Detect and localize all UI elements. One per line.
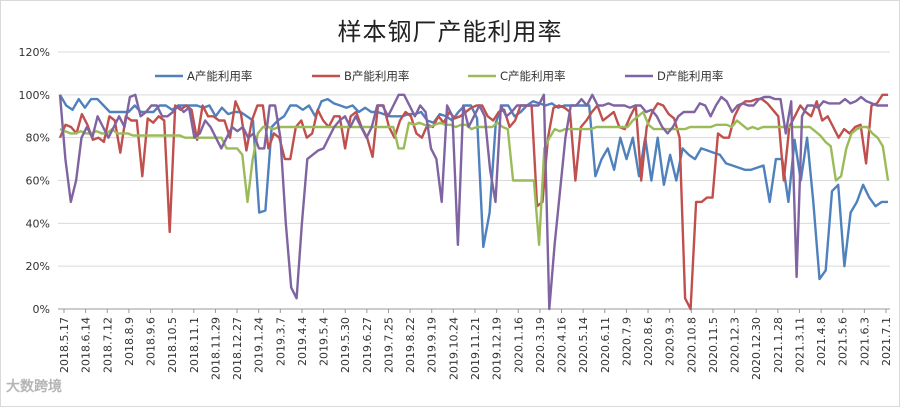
- legend-label: D产能利用率: [657, 69, 723, 83]
- x-tick-label: 2018.6.14: [80, 317, 93, 373]
- series-line: [59, 110, 890, 247]
- x-tick-label: 2020.12.30: [750, 317, 763, 380]
- x-tick-label: 2020.3.19: [534, 317, 547, 373]
- legend-label: A产能利用率: [187, 69, 252, 83]
- x-tick-label: 2020.11.5: [707, 317, 720, 373]
- x-tick-label: 2021.5.6: [837, 317, 850, 366]
- x-tick-label: 2021.3.11: [793, 317, 806, 373]
- x-tick-label: 2019.5.4: [318, 317, 331, 366]
- x-tick-label: 2019.4.4: [296, 317, 309, 366]
- x-tick-label: 2018.11.1: [188, 317, 201, 373]
- x-tick-label: 2019.6.27: [361, 317, 374, 373]
- x-tick-label: 2019.8.22: [404, 317, 417, 373]
- x-tick-label: 2018.10.5: [166, 317, 179, 373]
- x-tick-label: 2018.9.6: [145, 317, 158, 366]
- y-tick-label: 40%: [26, 217, 50, 230]
- series-lines: [58, 93, 890, 311]
- y-tick-label: 60%: [26, 175, 50, 188]
- x-tick-label: 2020.8.6: [642, 317, 655, 366]
- x-tick-label: 2020.1.16: [512, 317, 525, 373]
- x-tick-label: 2019.3.7: [274, 317, 287, 366]
- x-tick-label: 2019.11.21: [469, 317, 482, 380]
- x-tick-label: 2021.1.28: [772, 317, 785, 373]
- x-tick-label: 2019.12.19: [491, 317, 504, 380]
- y-tick-label: 0%: [33, 303, 50, 316]
- x-tick-label: 2020.12.3: [729, 317, 742, 373]
- x-tick-label: 2019.9.19: [426, 317, 439, 373]
- x-tick-label: 2018.5.17: [58, 317, 71, 373]
- x-tick-label: 2018.7.12: [101, 317, 114, 373]
- x-tick-label: 2020.9.3: [664, 317, 677, 366]
- watermark-text: 大数跨境: [6, 379, 62, 395]
- x-axis-ticks: 2018.5.17 2018.6.14 2018.7.12 2018.8.9 2018.…: [58, 309, 893, 380]
- x-tick-label: 2020.7.9: [620, 317, 633, 366]
- series-line: [58, 94, 888, 281]
- chart-title: 样本钢厂产能利用率: [337, 18, 563, 46]
- y-tick-label: 20%: [26, 260, 50, 273]
- x-tick-label: 2018.8.9: [123, 317, 136, 366]
- x-tick-label: 2018.11.29: [209, 317, 222, 380]
- y-tick-label: 80%: [26, 132, 50, 145]
- x-tick-label: 2021.7.1: [880, 317, 893, 366]
- series-line: [58, 93, 888, 311]
- x-tick-label: 2019.7.25: [382, 317, 395, 373]
- x-tick-label: 2019.10.24: [447, 317, 460, 380]
- y-axis-ticks: 0% 20% 40% 60% 80% 100% 120%: [19, 46, 50, 316]
- x-tick-label: 2019.5.30: [339, 317, 352, 373]
- legend: A产能利用率 B产能利用率 C产能利用率 D产能利用率: [155, 69, 723, 83]
- x-tick-label: 2020.10.8: [685, 317, 698, 373]
- x-tick-label: 2018.12.27: [231, 317, 244, 380]
- legend-label: C产能利用率: [500, 69, 566, 83]
- y-tick-label: 100%: [19, 89, 50, 102]
- x-tick-label: 2021.4.8: [815, 317, 828, 366]
- x-tick-label: 2019.1.24: [253, 317, 266, 373]
- x-tick-label: 2020.6.11: [599, 317, 612, 373]
- x-tick-label: 2020.5.14: [577, 317, 590, 373]
- x-tick-label: 2020.4.16: [556, 317, 569, 373]
- x-tick-label: 2021.6.3: [858, 317, 871, 366]
- legend-label: B产能利用率: [344, 69, 409, 83]
- y-tick-label: 120%: [19, 46, 50, 59]
